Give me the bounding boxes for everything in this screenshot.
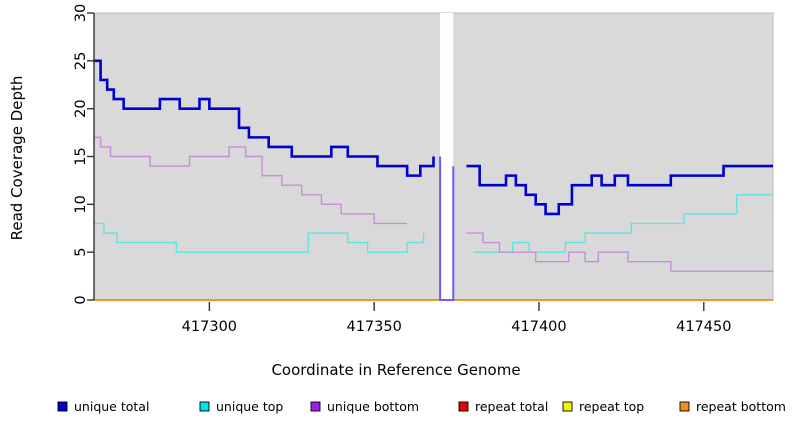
x-tick-label: 417350: [346, 319, 401, 335]
series-line-unique-total: [466, 164, 773, 216]
y-tick-label: 25: [73, 52, 89, 70]
y-tick-label: 20: [73, 99, 89, 117]
legend-swatch-unique-top: [199, 401, 210, 412]
legend-label-unique-bottom: unique bottom: [327, 399, 419, 414]
chart-legend: unique total unique top unique bottom repea…: [57, 399, 786, 414]
legend-label-unique-top: unique top: [216, 399, 283, 414]
y-tick-label: 15: [73, 147, 89, 165]
zero-coverage-band: [440, 13, 454, 300]
series-line-unique-top: [473, 194, 773, 253]
legend-label-repeat-bottom: repeat bottom: [696, 399, 786, 414]
y-axis-title: Read Coverage Depth: [8, 76, 26, 241]
legend-label-unique-total: unique total: [74, 399, 149, 414]
series-group: [94, 59, 773, 301]
y-axis-ticks: 0 5 10 15 20 25 30: [73, 4, 94, 305]
legend-swatch-unique-bottom: [310, 401, 321, 412]
x-axis-ticks: 417300 417350 417400 417450: [182, 302, 731, 335]
legend-swatch-repeat-bottom: [679, 401, 690, 412]
y-tick-label: 30: [73, 4, 89, 22]
legend-swatch-repeat-total: [458, 401, 469, 412]
legend-swatch-repeat-top: [562, 401, 573, 412]
series-line-unique-bottom: [466, 232, 773, 272]
x-tick-label: 417450: [676, 319, 731, 335]
legend-swatch-unique-total: [57, 401, 68, 412]
x-tick-label: 417400: [511, 319, 566, 335]
y-tick-label: 5: [73, 248, 89, 257]
coverage-gap-region: [439, 13, 455, 301]
series-line-unique-bottom: [94, 136, 408, 225]
gap-dropline: [439, 156, 455, 301]
legend-label-repeat-top: repeat top: [579, 399, 644, 414]
x-axis-title: Coordinate in Reference Genome: [271, 361, 520, 379]
series-line-unique-top: [94, 222, 425, 253]
y-tick-label: 0: [73, 295, 89, 304]
x-tick-label: 417300: [182, 319, 237, 335]
y-tick-label: 10: [73, 195, 89, 213]
legend-label-repeat-total: repeat total: [475, 399, 548, 414]
series-line-unique-total: [94, 59, 435, 177]
